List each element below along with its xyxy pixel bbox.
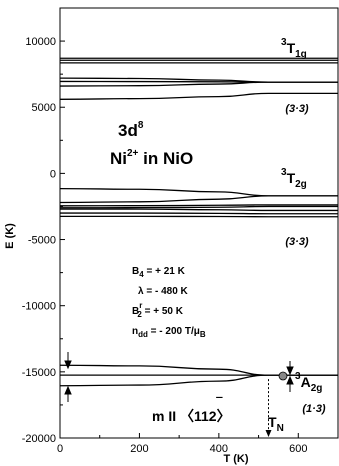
param-ndd: ndd = - 200 T/μB: [132, 326, 206, 339]
level-line-3t1g-5: [59, 81, 338, 87]
level-line-3t2g-12: [59, 212, 338, 215]
y-tick-label: 0: [50, 168, 56, 180]
ion-label: Ni2+ in NiO: [110, 148, 193, 168]
term-label-3t1g: 3T1g: [281, 37, 307, 60]
overbar-mark: ‾: [216, 395, 223, 411]
level-line-3t2g-9: [59, 204, 338, 207]
y-tick-label: -15000: [22, 367, 56, 379]
magnetization-direction-label: m II 〈112〉: [152, 408, 231, 424]
series-lines: [59, 57, 338, 387]
splitting-arrows-left: [64, 352, 72, 402]
degeneracy-3t1g: (3·3): [285, 103, 309, 115]
neel-temperature-label: TN: [268, 414, 284, 434]
level-line-3t2g-8: [59, 195, 338, 204]
plot-frame: [59, 7, 339, 439]
degeneracy-3t2g: (3·3): [285, 236, 309, 248]
y-tick-label: -20000: [22, 433, 56, 445]
x-axis-label: T (K): [223, 453, 248, 465]
param-lambda: λ = - 480 K: [138, 286, 189, 297]
level-line-3t1g-6: [59, 92, 338, 100]
y-tick-label: 5000: [32, 102, 56, 114]
x-tick-label: 600: [289, 443, 307, 455]
transition-point-marker: [278, 371, 288, 381]
neel-temperature-arrowhead: [265, 430, 272, 437]
level-line-3t2g-11: [60, 208, 338, 212]
degeneracy-3a2g: (1·3): [302, 403, 326, 415]
x-tick-label: 0: [57, 443, 63, 455]
x-tick-label: 200: [130, 443, 148, 455]
param-b4: B4 = + 21 K: [132, 266, 186, 279]
param-b2: Br 2 = + 50 K: [132, 301, 184, 319]
configuration-label: 3d8: [118, 120, 144, 140]
term-label-3t2g: 3T2g: [281, 167, 307, 190]
splitting-arrows-right: [286, 361, 294, 392]
level-line-3t2g-10: [59, 205, 338, 209]
x-tick-label: 400: [210, 443, 228, 455]
y-tick-label: 10000: [25, 36, 56, 48]
level-line-3a2g-16: [59, 374, 338, 387]
y-tick-label: -5000: [28, 235, 56, 247]
term-label-3a2g: 3A2g: [295, 371, 322, 394]
y-axis-label: E (K): [4, 223, 16, 249]
y-tick-label: -10000: [22, 301, 56, 313]
